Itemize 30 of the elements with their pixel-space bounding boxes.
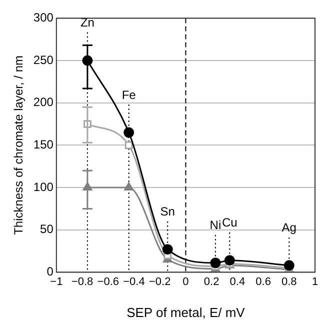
ref-line-label: Fe [122,88,136,102]
ref-line-label: Ag [282,220,296,235]
ref-line-label: Cu [222,216,238,230]
x-tick-label: −0.8 [71,276,94,288]
point [124,182,134,191]
point [210,258,221,268]
x-tick-label: 1 [312,276,318,288]
y-tick-label: 150 [33,138,54,152]
ref-line-label: Zn [80,16,94,30]
x-tick-label: −0.4 [123,276,145,288]
point [124,127,134,138]
x-tick-label: 0.4 [230,276,246,288]
x-tick-label: 0 [182,276,189,288]
point [124,141,133,150]
x-tick-label: 0.2 [204,276,220,288]
y-tick-label: 200 [33,95,54,110]
x-axis-title: SEP of metal, E/ mV [126,304,246,320]
y-tick-label: 250 [33,52,54,67]
y-tick-label: 300 [33,10,54,25]
ref-line-label: Sn [160,204,175,219]
x-tick-label: −0.2 [148,276,171,288]
x-tick-label: 0.8 [281,276,297,288]
y-tick-label: 50 [40,222,54,236]
x-tick-label: −0.6 [97,276,119,288]
point [162,244,173,255]
y-axis-title: Thickness of chromate layer, / nm [12,55,26,235]
x-tick-label: 0.6 [256,276,271,288]
y-tick-label: 100 [33,180,54,194]
point [224,255,235,266]
ref-line-label: Ni [210,218,222,232]
